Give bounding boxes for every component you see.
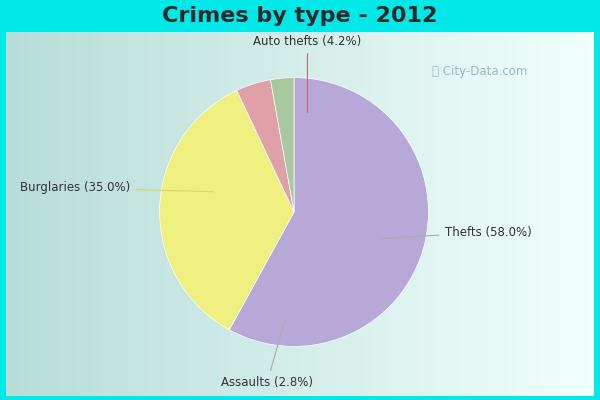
Wedge shape [271,78,294,212]
Text: Thefts (58.0%): Thefts (58.0%) [380,226,531,239]
Wedge shape [237,80,294,212]
Text: Crimes by type - 2012: Crimes by type - 2012 [163,6,437,26]
Text: Auto thefts (4.2%): Auto thefts (4.2%) [253,35,362,112]
Text: Burglaries (35.0%): Burglaries (35.0%) [20,181,213,194]
Text: Assaults (2.8%): Assaults (2.8%) [221,320,313,389]
Text: ⓘ City-Data.com: ⓘ City-Data.com [433,66,527,78]
Wedge shape [229,78,428,346]
Wedge shape [160,90,294,330]
